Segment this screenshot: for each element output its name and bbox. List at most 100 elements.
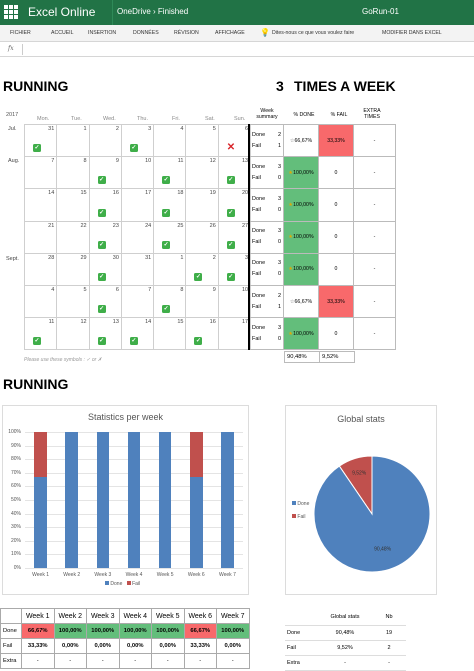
extra-cell: - <box>353 123 396 158</box>
calendar-day-cell[interactable]: 31 ✓ <box>23 123 58 158</box>
done-count: 3 <box>277 260 281 267</box>
bar-done[interactable] <box>96 432 110 568</box>
document-title[interactable]: GoRun-01 <box>362 7 399 16</box>
tell-me-search[interactable]: Dites-nous ce que vous voulez faire <box>272 30 355 36</box>
calendar-day-cell[interactable]: 6 ✓ <box>88 284 122 319</box>
calendar-day-cell[interactable]: 9 <box>185 284 219 319</box>
calendar-day-cell[interactable]: 8 ✓ <box>153 284 187 319</box>
calendar-day-cell[interactable]: 23 ✓ <box>88 220 122 254</box>
calendar-day-cell[interactable]: 3 ✓ <box>120 123 155 158</box>
calendar-day-cell[interactable]: 2 <box>88 123 122 158</box>
calendar-day-cell[interactable]: 29 <box>56 252 90 286</box>
menu-accueil[interactable]: ACCUEIL <box>51 30 74 36</box>
fx-icon: fx <box>8 45 14 52</box>
calendar-day-cell[interactable]: 21 <box>23 220 58 254</box>
calendar-day-cell[interactable]: 17 <box>120 188 155 222</box>
done-label: Done <box>252 163 266 170</box>
calendar-day-cell[interactable]: 30 ✓ <box>88 252 122 286</box>
bar-done[interactable] <box>221 432 234 568</box>
app-launcher-icon[interactable] <box>4 5 18 19</box>
day-number: 4 <box>51 286 55 293</box>
bar-done[interactable] <box>158 432 172 568</box>
calendar-day-cell[interactable]: 13 ✓ <box>217 156 252 190</box>
calendar-day-cell[interactable]: 16 ✓ <box>88 188 122 222</box>
calendar-day-cell[interactable]: 12 <box>56 317 90 351</box>
check-icon: ✓ <box>33 337 41 346</box>
calendar-day-cell[interactable]: 14 <box>23 188 58 222</box>
calendar-day-cell[interactable]: 13 ✓ <box>88 317 122 351</box>
calendar-day-cell[interactable]: 12 <box>185 156 219 190</box>
calendar-day-cell[interactable]: 26 <box>185 220 219 254</box>
bar-fail[interactable] <box>190 432 203 478</box>
edit-in-excel-button[interactable]: MODIFIER DANS EXCEL <box>382 30 442 36</box>
fail-pct-cell: 0,00% <box>53 638 87 654</box>
calendar-day-cell[interactable]: 1 <box>153 252 187 286</box>
bar-done[interactable] <box>34 477 47 568</box>
bar-fail[interactable] <box>34 432 47 478</box>
y-tick-label: 40% <box>10 510 21 517</box>
check-icon: ✓ <box>226 176 235 185</box>
x-tick-label: Week 3 <box>94 572 112 578</box>
calendar-day-cell[interactable]: 20 ✓ <box>217 188 252 222</box>
menu-fichier[interactable]: FICHIER <box>10 30 31 36</box>
breadcrumb[interactable]: OneDrive › Finished <box>117 7 189 16</box>
global-row: Extra - - <box>285 655 406 671</box>
calendar-day-cell[interactable]: 2 ✓ <box>185 252 219 286</box>
calendar-day-cell[interactable]: 27 ✓ <box>217 220 252 254</box>
fail-label: Fail <box>252 206 261 213</box>
calendar-day-cell[interactable]: 14 ✓ <box>120 317 155 351</box>
menu-insertion[interactable]: INSERTION <box>88 30 117 36</box>
bar-done[interactable] <box>65 432 78 568</box>
calendar-day-cell[interactable]: 22 <box>56 220 90 254</box>
calendar-day-cell[interactable]: 24 <box>120 220 155 254</box>
calendar-day-cell[interactable]: 3 ✓ <box>217 252 252 286</box>
fail-count: 0 <box>277 206 281 213</box>
menu-affichage[interactable]: AFFICHAGE <box>215 30 245 36</box>
calendar-day-cell[interactable]: 8 <box>56 156 90 190</box>
fail-label: Fail <box>252 174 261 181</box>
legend-swatch-done <box>105 581 109 585</box>
calendar-day-cell[interactable]: 25 ✓ <box>153 220 187 254</box>
calendar-day-cell[interactable]: 7 <box>120 284 155 319</box>
calendar-day-cell[interactable]: 4 <box>153 123 187 158</box>
calendar-day-cell[interactable]: 11 ✓ <box>153 156 187 190</box>
day-number: 20 <box>241 190 249 197</box>
calendar-day-cell[interactable]: 19 <box>185 188 219 222</box>
calendar-day-cell[interactable]: 17 <box>217 317 252 351</box>
legend-fail-label: Fail <box>132 581 141 587</box>
calendar-day-cell[interactable]: 9 ✓ <box>88 156 122 190</box>
check-icon: ✓ <box>194 337 203 346</box>
pie-chart[interactable]: Global stats 9,52% 90,48% Done Fail <box>285 405 437 595</box>
bar-chart[interactable]: Statistics per week Done Fail 0% 10% 20% 30… <box>2 405 249 595</box>
x-tick-label: Week 5 <box>156 572 174 578</box>
calendar-day-cell[interactable]: 7 <box>23 156 58 190</box>
day-number: 9 <box>212 286 216 293</box>
calendar-day-cell[interactable]: 6 ✕ <box>217 123 252 158</box>
calendar-day-cell[interactable]: 11 ✓ <box>23 317 58 351</box>
extra-value: - <box>373 330 376 337</box>
done-label: Done <box>252 292 266 299</box>
calendar-day-cell[interactable]: 31 <box>120 252 155 286</box>
calendar-day-cell[interactable]: 16 ✓ <box>185 317 219 351</box>
global-row-pct: - <box>318 655 370 671</box>
calendar-day-cell[interactable]: 4 <box>23 284 58 319</box>
calendar-day-cell[interactable]: 18 ✓ <box>153 188 187 222</box>
calendar-day-cell[interactable]: 10 <box>120 156 155 190</box>
bar-done[interactable] <box>127 432 141 568</box>
calendar-day-cell[interactable]: 1 <box>56 123 90 158</box>
day-number: 15 <box>177 319 184 326</box>
formula-bar[interactable]: fx <box>0 42 474 57</box>
week-header: Week 7 <box>216 608 250 624</box>
calendar-day-cell[interactable]: 5 <box>56 284 90 319</box>
calendar-day-cell[interactable]: 15 <box>153 317 187 351</box>
fail-count: 0 <box>277 239 281 246</box>
bar-done[interactable] <box>190 477 203 568</box>
menu-revision[interactable]: RÉVISION <box>174 30 199 36</box>
calendar-day-cell[interactable]: 10 <box>217 284 252 319</box>
star-icon: ★ <box>288 330 294 337</box>
calendar-day-cell[interactable]: 5 <box>185 123 219 158</box>
calendar-day-cell[interactable]: 15 <box>56 188 90 222</box>
menu-donnees[interactable]: DONNÉES <box>133 30 159 36</box>
calendar-day-cell[interactable]: 28 <box>23 252 58 286</box>
pie-slice-done[interactable] <box>313 455 431 573</box>
